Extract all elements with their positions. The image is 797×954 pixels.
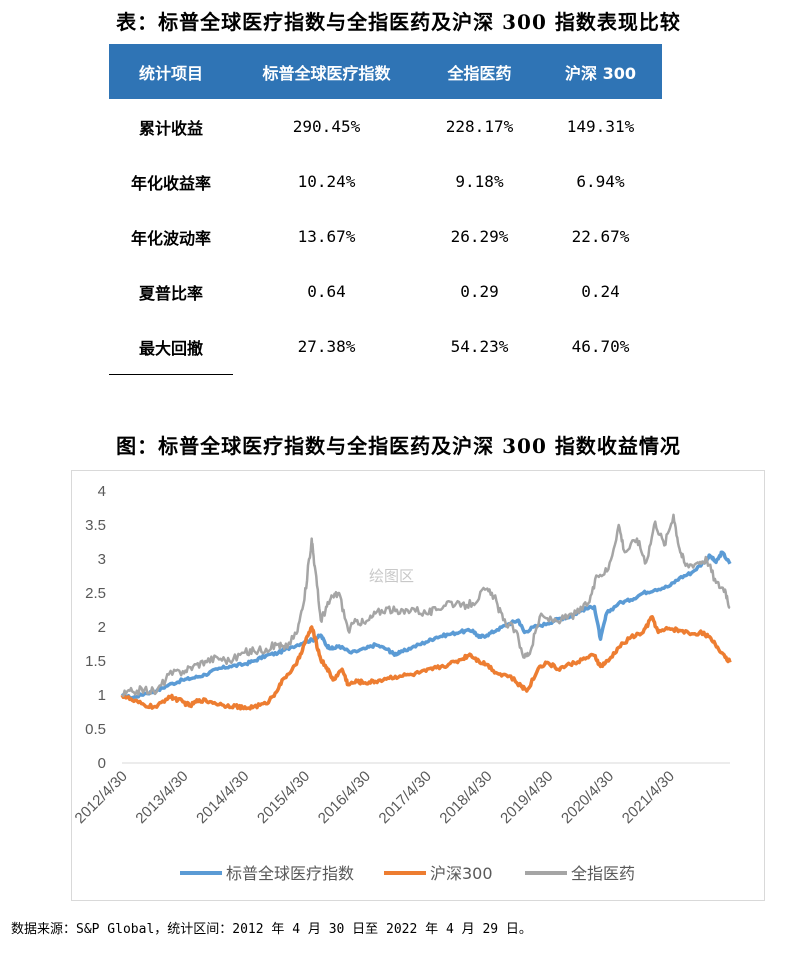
cell-value: 228.17%	[445, 117, 514, 136]
y-tick-label: 1	[98, 687, 106, 704]
x-tick-label: 2018/4/30	[436, 768, 495, 827]
legend-label: 全指医药	[571, 864, 635, 883]
y-tick-label: 3	[98, 551, 106, 568]
legend-label: 沪深300	[430, 864, 493, 883]
x-tick-label: 2013/4/30	[132, 768, 191, 827]
y-tick-label: 2	[98, 619, 106, 636]
y-tick-label: 0.5	[85, 721, 106, 738]
comparison-table: 统计项目 标普全球医疗指数 全指医药 沪深 300 累计收益 290.45% 2…	[109, 44, 662, 375]
cell-value: 54.23%	[450, 337, 509, 357]
cell-value: 0.24	[581, 282, 620, 301]
cell-value: 0.29	[460, 282, 499, 301]
header-hs300: 沪深 300	[539, 44, 662, 99]
cell-value: 46.70%	[571, 337, 630, 357]
series-line	[121, 550, 732, 701]
table-row: 夏普比率 0.64 0.29 0.24	[109, 264, 662, 319]
plot-area-watermark: 绘图区	[369, 567, 414, 585]
series-line	[120, 615, 732, 711]
table-row: 年化波动率 13.67% 26.29% 22.67%	[109, 209, 662, 264]
header-all-pharma: 全指医药	[420, 44, 539, 99]
cell-value: 10.24%	[297, 172, 356, 191]
x-tick-label: 2019/4/30	[497, 768, 556, 827]
y-tick-label: 0	[98, 755, 106, 772]
header-sp-health: 标普全球医疗指数	[233, 44, 420, 99]
x-tick-label: 2020/4/30	[558, 768, 617, 827]
cell-value: 6.94%	[576, 172, 625, 191]
x-tick-label: 2021/4/30	[619, 768, 678, 827]
table-header-row: 统计项目 标普全球医疗指数 全指医药 沪深 300	[109, 44, 662, 99]
x-tick-label: 2017/4/30	[376, 768, 435, 827]
cell-value: 149.31%	[566, 117, 635, 136]
table-row: 累计收益 290.45% 228.17% 149.31%	[109, 99, 662, 154]
row-label: 年化波动率	[130, 228, 211, 248]
cell-value: 22.67%	[571, 227, 630, 246]
x-tick-label: 2015/4/30	[254, 768, 313, 827]
x-tick-label: 2012/4/30	[72, 768, 131, 827]
x-tick-label: 2014/4/30	[193, 768, 252, 827]
y-tick-label: 2.5	[85, 585, 106, 602]
cell-value: 0.64	[307, 282, 346, 301]
row-label: 累计收益	[138, 118, 203, 138]
legend-label: 标普全球医疗指数	[226, 864, 354, 883]
chart-title: 图：标普全球医疗指数与全指医药及沪深 300 指数收益情况	[116, 434, 681, 458]
y-tick-label: 1.5	[85, 653, 106, 670]
cell-value: 27.38%	[297, 337, 356, 357]
cell-value: 26.29%	[450, 227, 509, 246]
table-title: 表：标普全球医疗指数与全指医药及沪深 300 指数表现比较	[116, 10, 681, 34]
y-tick-label: 3.5	[85, 517, 106, 534]
header-stat-item: 统计项目	[109, 44, 233, 99]
x-tick-label: 2016/4/30	[315, 768, 374, 827]
cell-value: 13.67%	[297, 227, 356, 246]
cell-value: 9.18%	[455, 172, 504, 191]
source-note: 数据来源：S&P Global，统计区间：2012 年 4 月 30 日至 20…	[11, 922, 532, 937]
row-label: 最大回撤	[109, 319, 233, 375]
table-row: 年化收益率 10.24% 9.18% 6.94%	[109, 154, 662, 209]
series-line	[121, 513, 731, 698]
cell-value: 290.45%	[292, 117, 361, 136]
y-tick-label: 4	[98, 483, 106, 500]
table-row: 最大回撤 27.38% 54.23% 46.70%	[109, 319, 662, 375]
row-label: 夏普比率	[138, 283, 203, 303]
chart-area: 绘图区 4 3.5 3 2.5 2 1.5 1 0.5 0 2012/4/30 2013/4/30 20…	[71, 470, 765, 901]
row-label: 年化收益率	[130, 173, 211, 193]
